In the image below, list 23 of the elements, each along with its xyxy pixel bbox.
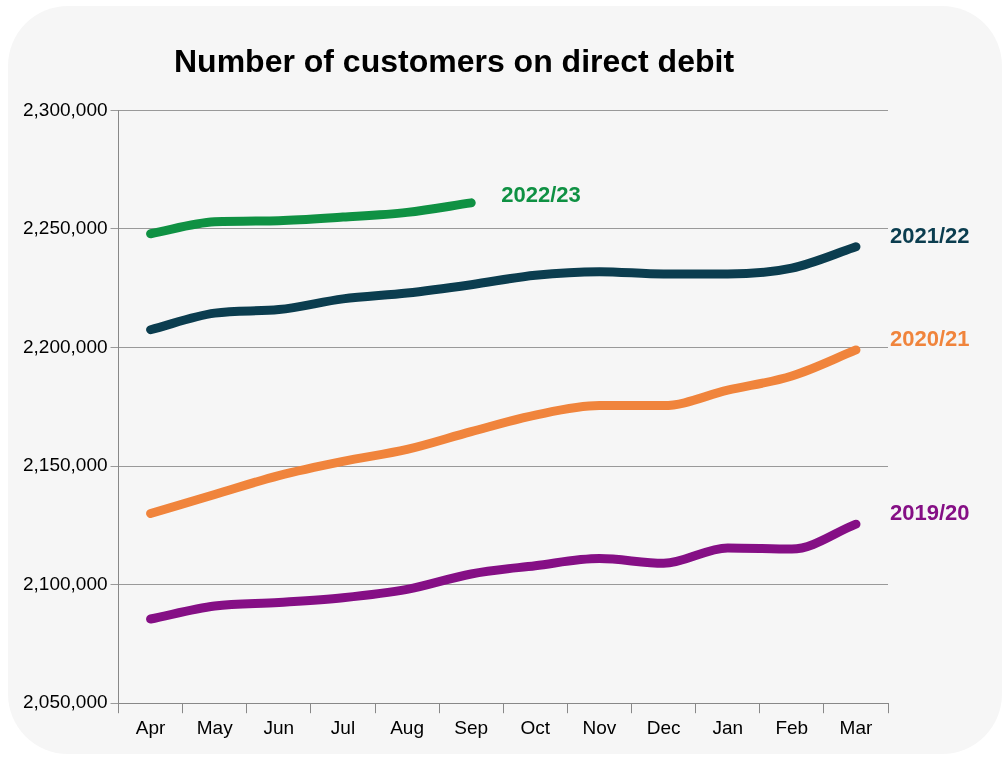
chart-title: Number of customers on direct debit xyxy=(173,43,735,80)
series-label: 2019/20 xyxy=(889,500,970,526)
x-tick-label: Dec xyxy=(646,716,681,738)
series-label: 2020/21 xyxy=(889,325,970,351)
x-tick-label: Aug xyxy=(390,716,424,738)
x-tick-label: Nov xyxy=(582,716,617,738)
y-tick-label: 2,150,000 xyxy=(22,454,108,476)
x-tick-label: Feb xyxy=(775,716,809,738)
series-label: 2022/23 xyxy=(501,181,581,207)
y-tick-label: 2,200,000 xyxy=(22,335,108,357)
x-tick-label: Jul xyxy=(330,716,356,738)
series-label: 2021/22 xyxy=(889,222,970,248)
y-tick-label: 2,050,000 xyxy=(22,691,108,713)
y-tick-label: 2,100,000 xyxy=(22,572,108,594)
x-tick-label: Jan xyxy=(712,716,744,738)
x-tick-label: May xyxy=(196,716,234,738)
x-tick-label: Oct xyxy=(520,716,551,738)
x-tick-label: Jun xyxy=(263,716,295,738)
x-tick-label: Sep xyxy=(454,716,489,738)
y-tick-label: 2,300,000 xyxy=(22,98,108,120)
y-tick-label: 2,250,000 xyxy=(22,217,108,239)
x-tick-label: Apr xyxy=(135,716,167,738)
x-tick-label: Mar xyxy=(839,716,873,738)
